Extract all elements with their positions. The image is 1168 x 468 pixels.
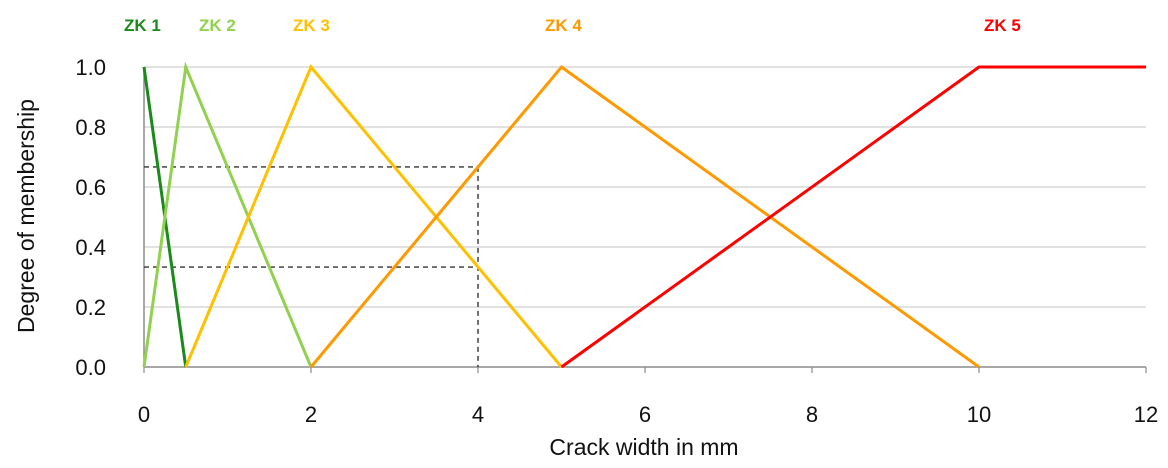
x-axis-title: Crack width in mm <box>549 434 738 460</box>
series-label: ZK 5 <box>984 16 1021 35</box>
x-axis-ticks: 0 2 4 6 8 10 12 <box>138 367 1158 427</box>
series-line-zk-5 <box>560 65 1146 369</box>
series-label: ZK 2 <box>199 16 236 35</box>
y-tick-label: 0.6 <box>75 175 106 200</box>
y-tick-label: 0.2 <box>75 295 106 320</box>
grid-lines <box>143 66 1146 368</box>
x-tick-label: 6 <box>639 402 651 427</box>
series-label: ZK 3 <box>293 16 330 35</box>
x-tick-label: 0 <box>138 402 150 427</box>
series-label: ZK 4 <box>545 16 582 35</box>
series-line-zk-4 <box>309 64 980 369</box>
dashed-guide-lines <box>144 166 479 367</box>
series-label: ZK 1 <box>124 16 161 35</box>
x-tick-label: 4 <box>472 402 484 427</box>
y-tick-label: 0.8 <box>75 115 106 140</box>
y-tick-label: 0.4 <box>75 235 106 260</box>
series-lines <box>142 61 1146 369</box>
x-tick-label: 12 <box>1134 402 1158 427</box>
y-tick-label: 1.0 <box>75 55 106 80</box>
series-line-zk-3 <box>184 64 563 368</box>
series-labels: ZK 1 ZK 2 ZK 3 ZK 4 ZK 5 <box>124 16 1021 35</box>
x-tick-label: 8 <box>806 402 818 427</box>
x-tick-label: 2 <box>305 402 317 427</box>
x-tick-label: 10 <box>967 402 991 427</box>
y-axis-ticks: 0.0 0.2 0.4 0.6 0.8 1.0 <box>75 55 106 380</box>
series-line-zk-2 <box>142 61 313 368</box>
y-tick-label: 0.0 <box>75 355 106 380</box>
y-axis-title: Degree of membership <box>13 99 39 333</box>
